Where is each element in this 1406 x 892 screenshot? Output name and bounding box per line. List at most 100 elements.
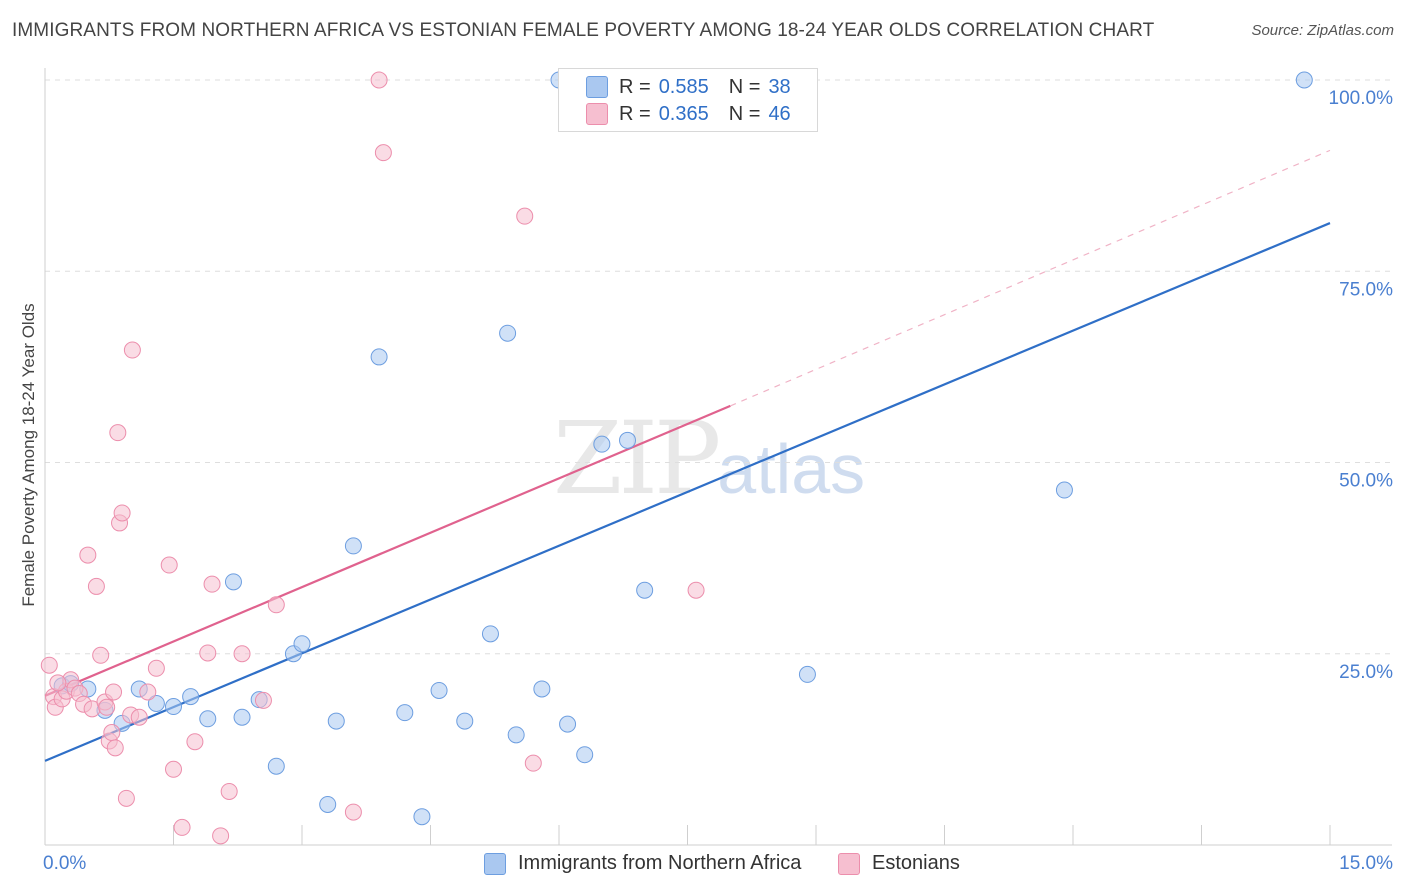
- correlation-legend: R = 0.585 N = 38 R = 0.365 N = 46: [558, 68, 818, 132]
- point-estonians: [233, 645, 251, 663]
- point-immigrants: [370, 348, 388, 366]
- legend-label-immigrants: Immigrants from Northern Africa: [518, 852, 802, 874]
- axis-labels: 25.0% 50.0% 75.0% 100.0% 0.0% 15.0% Female Pov…: [19, 88, 1393, 874]
- point-estonians: [103, 724, 121, 742]
- point-immigrants: [327, 712, 345, 730]
- point-immigrants: [636, 581, 654, 599]
- legend-label-estonians: Estonians: [872, 852, 960, 874]
- point-estonians: [212, 827, 230, 845]
- point-estonians: [173, 818, 191, 836]
- point-immigrants: [1295, 71, 1313, 89]
- point-immigrants: [233, 708, 251, 726]
- point-immigrants: [533, 680, 551, 698]
- watermark-zip: ZIP: [553, 400, 721, 517]
- point-immigrants: [396, 704, 414, 722]
- point-estonians: [165, 760, 182, 778]
- point-immigrants: [593, 435, 611, 453]
- point-estonians: [130, 708, 148, 726]
- point-estonians: [186, 733, 204, 751]
- point-immigrants: [199, 710, 217, 728]
- point-estonians: [203, 575, 221, 593]
- point-immigrants: [481, 625, 499, 643]
- series-legend: Immigrants from Northern Africa Estonian…: [0, 852, 1406, 878]
- legend-swatch-pink: [838, 852, 860, 875]
- point-estonians: [524, 754, 542, 772]
- point-immigrants: [798, 665, 816, 683]
- legend-n-label: N =: [728, 75, 761, 98]
- trend-lines: [44, 149, 1331, 762]
- point-estonians: [267, 596, 285, 614]
- point-immigrants: [293, 635, 311, 653]
- point-estonians: [160, 556, 178, 574]
- point-immigrants: [147, 694, 165, 712]
- grid-lines: [45, 79, 1392, 655]
- point-immigrants: [576, 746, 594, 764]
- legend-r-label: R =: [619, 102, 651, 125]
- point-estonians: [113, 504, 131, 522]
- legend-item-immigrants[interactable]: Immigrants from Northern Africa: [484, 852, 801, 875]
- point-immigrants: [619, 431, 637, 449]
- legend-swatch-blue: [586, 76, 608, 98]
- point-estonians: [687, 581, 705, 599]
- point-immigrants: [182, 688, 200, 706]
- point-immigrants: [267, 757, 285, 775]
- point-immigrants: [224, 573, 242, 591]
- point-estonians: [105, 683, 123, 701]
- point-immigrants: [456, 712, 474, 730]
- point-estonians: [516, 207, 534, 225]
- legend-n-label: N =: [728, 102, 761, 125]
- point-immigrants: [430, 681, 448, 699]
- trend-line-immigrants: [44, 222, 1331, 762]
- point-estonians: [117, 789, 135, 807]
- axes: [44, 68, 1392, 846]
- point-immigrants: [507, 726, 525, 744]
- x-tick-label: 0.0%: [43, 853, 86, 874]
- point-estonians: [374, 144, 392, 162]
- point-estonians: [49, 674, 67, 692]
- point-estonians: [92, 646, 110, 664]
- y-tick-label: 100.0%: [1329, 88, 1394, 109]
- x-tick-label: 15.0%: [1339, 853, 1393, 874]
- y-axis-label: Female Poverty Among 18-24 Year Olds: [19, 303, 38, 606]
- point-estonians: [40, 656, 58, 674]
- point-estonians: [147, 659, 165, 677]
- legend-row-blue: R = 0.585 N = 38: [586, 75, 791, 99]
- point-immigrants: [559, 715, 577, 733]
- watermark: ZIPatlas: [553, 400, 865, 517]
- point-immigrants: [499, 324, 517, 342]
- point-estonians: [199, 644, 217, 662]
- point-estonians: [370, 71, 388, 89]
- chart-title: IMMIGRANTS FROM NORTHERN AFRICA VS ESTON…: [12, 20, 1155, 41]
- legend-item-estonians[interactable]: Estonians: [838, 852, 960, 875]
- legend-r-value: 0.365: [658, 102, 709, 125]
- legend-swatch-pink: [586, 103, 608, 125]
- legend-r-label: R =: [619, 75, 651, 98]
- point-estonians: [87, 577, 105, 595]
- source-label: Source: ZipAtlas.com: [1251, 22, 1394, 39]
- y-tick-label: 50.0%: [1339, 471, 1393, 492]
- trend-line-estonians: [44, 404, 731, 697]
- point-estonians: [98, 698, 116, 716]
- point-estonians: [220, 782, 238, 800]
- legend-n-value: 46: [768, 102, 791, 125]
- trend-extension-estonians: [730, 149, 1331, 407]
- legend-row-pink: R = 0.365 N = 46: [586, 102, 791, 126]
- legend-r-value: 0.585: [658, 75, 709, 98]
- point-immigrants: [344, 537, 362, 555]
- y-tick-label: 75.0%: [1339, 279, 1393, 300]
- point-estonians: [254, 691, 272, 709]
- legend-swatch-blue: [484, 852, 506, 875]
- point-immigrants: [165, 698, 182, 716]
- point-immigrants: [1055, 481, 1073, 499]
- point-immigrants: [319, 795, 337, 813]
- point-estonians: [139, 683, 157, 701]
- data-points: [40, 71, 1313, 845]
- point-estonians: [106, 739, 124, 757]
- point-estonians: [109, 424, 127, 442]
- point-immigrants: [413, 808, 431, 826]
- legend-n-value: 38: [768, 75, 791, 98]
- point-estonians: [344, 803, 362, 821]
- point-estonians: [79, 546, 97, 564]
- y-tick-label: 25.0%: [1339, 662, 1393, 683]
